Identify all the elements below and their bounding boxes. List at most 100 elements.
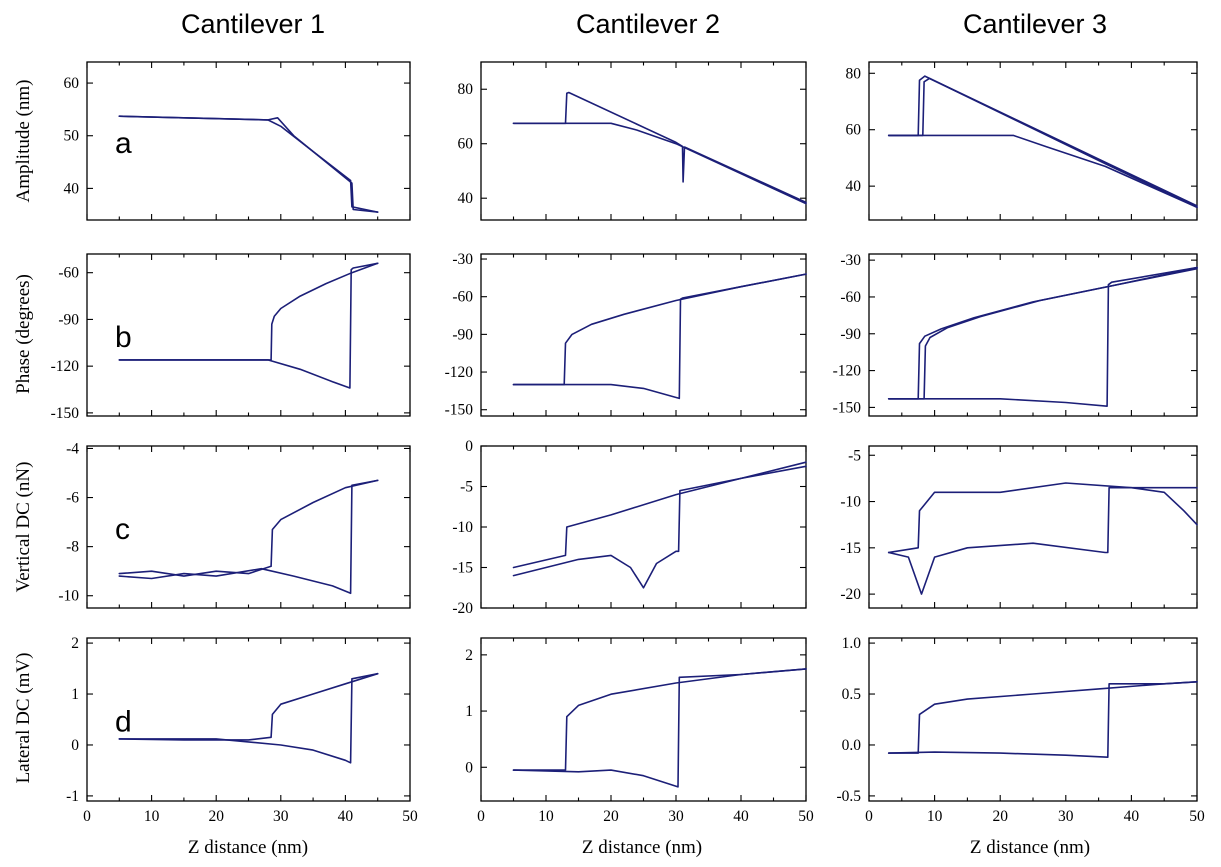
panel-letter: d [115,706,132,739]
y-tick-label: -1 [66,788,79,805]
series-line-2 [512,122,807,205]
panel-d-col2: 0 10 20 30 40 50 0 1 2 [465,637,814,825]
plot-frame [480,253,807,417]
series-line-3 [887,266,1198,407]
y-tick-label: -90 [58,311,79,328]
y-tick-label: 0.0 [842,737,862,754]
y-tick-label: 40 [64,180,80,197]
y-tick-label: 80 [458,81,474,98]
y-tick-label: -60 [58,265,79,282]
x-tick-label: 10 [927,808,943,825]
plot-frame [86,637,411,802]
y-tick-label: 0 [465,759,473,776]
y-tick-label: -120 [445,364,474,381]
y-tick-label: -5 [848,447,861,464]
y-tick-label: 40 [458,190,474,207]
x-tick-label: 0 [477,808,485,825]
y-tick-label: -150 [833,399,862,416]
series-line-2 [887,486,1198,595]
panel-d-col3: 0 10 20 30 40 50 1.0 0.5 0.0 -0.5 [836,635,1205,825]
y-tick-label: 50 [64,128,80,145]
y-tick-label: -15 [452,560,473,577]
y-tick-label: 0.5 [842,686,862,703]
ylabel-row-d: Lateral DC (mV) [13,653,34,784]
y-tick-label: -30 [840,252,861,269]
ylabel-row-c: Vertical DC (nN) [13,462,34,593]
column-title-1: Cantilever 1 [181,9,325,39]
y-tick-label: -8 [66,539,79,556]
y-tick-label: -90 [840,326,861,343]
series-line-1 [118,262,379,361]
series-line-3 [887,134,1198,209]
series-line-2 [512,465,807,589]
y-tick-label: -20 [840,586,861,603]
plot-frame [86,253,411,417]
x-tick-label: 40 [1124,808,1140,825]
panel-letter: a [115,127,132,160]
xlabel-col-3: Z distance (nm) [970,837,1090,858]
series-line-1 [512,91,807,204]
y-tick-label: 2 [465,647,473,664]
series-line-2 [512,668,807,788]
series-line-2 [887,77,1198,209]
series-line-2 [118,262,379,389]
series-line-1 [887,681,1198,754]
ylabel-row-a: Amplitude (nm) [13,80,34,203]
panel-c-col2: 0 -5 -10 -15 -20 [452,438,807,617]
x-tick-label: 30 [668,808,684,825]
x-tick-label: 10 [538,808,554,825]
y-tick-label: -20 [452,600,473,617]
panel-letter: b [115,321,132,354]
plot-frame [86,445,411,609]
y-tick-label: -0.5 [836,788,861,805]
y-tick-label: -5 [460,479,473,496]
y-tick-label: -90 [452,326,473,343]
xlabel-col-1: Z distance (nm) [188,837,308,858]
panel-a-col1: 40 50 60 a [64,61,411,221]
y-tick-label: 60 [846,122,862,139]
x-tick-label: 0 [865,808,873,825]
panel-a-col2: 40 60 80 [458,61,807,221]
column-title-3: Cantilever 3 [963,9,1107,39]
x-tick-label: 20 [992,808,1008,825]
y-tick-label: -150 [51,405,80,422]
panel-letter: c [115,513,130,546]
y-tick-label: -6 [66,490,79,507]
series-line-2 [118,115,379,213]
series-line-1 [512,668,807,771]
y-tick-label: 0 [71,737,79,754]
series-line-1 [887,267,1198,400]
y-tick-label: 1 [71,686,79,703]
panel-b-col1: -60 -90 -120 -150 b [51,253,411,422]
x-tick-label: 30 [1058,808,1074,825]
column-title-2: Cantilever 2 [576,9,720,39]
y-tick-label: -10 [840,494,861,511]
y-tick-label: -150 [445,402,474,419]
y-tick-label: 1 [465,703,473,720]
series-line-2 [118,479,379,595]
y-tick-label: -10 [452,519,473,536]
x-tick-label: 0 [83,808,91,825]
series-line-1 [512,273,807,386]
y-tick-label: 60 [64,75,80,92]
xlabel-col-2: Z distance (nm) [582,837,702,858]
y-tick-label: 0 [465,438,473,455]
series-line-1 [118,672,379,741]
series-line-2 [118,672,379,764]
y-tick-label: -15 [840,540,861,557]
panel-c-col3: -5 -10 -15 -20 [840,445,1198,609]
y-tick-label: -10 [58,588,79,605]
y-tick-label: 40 [846,178,862,195]
y-tick-label: -60 [840,289,861,306]
series-line-2 [512,273,807,400]
panel-b-col2: -30 -60 -90 -120 -150 [445,251,807,419]
y-tick-label: -60 [452,289,473,306]
y-tick-label: -120 [51,358,80,375]
x-tick-label: 20 [208,808,224,825]
series-line-1 [118,479,379,577]
x-tick-label: 30 [273,808,289,825]
panel-c-col1: -4 -6 -8 -10 c [58,440,411,609]
plot-frame [480,445,807,609]
